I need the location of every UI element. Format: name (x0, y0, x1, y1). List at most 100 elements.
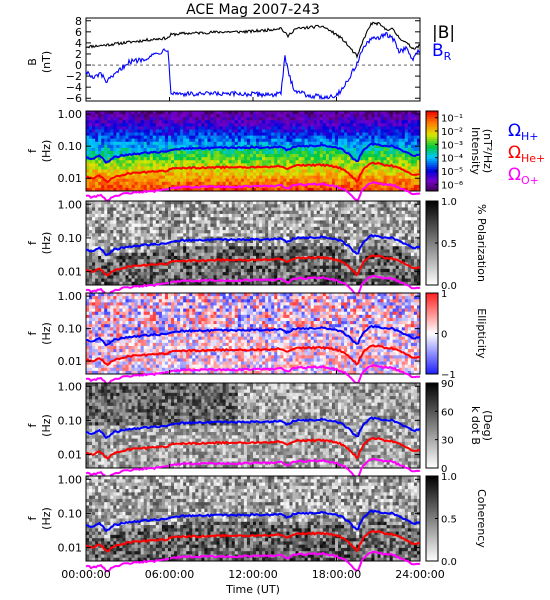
spectrogram-cell (107, 226, 111, 231)
spectrogram-cell (286, 126, 290, 130)
spectrogram-cell (219, 220, 224, 225)
spectrogram-cell (253, 201, 257, 205)
spectrogram-cell (152, 135, 157, 140)
spectrogram-cell (152, 268, 157, 273)
spectrogram-cell (307, 204, 312, 208)
spectrogram-cell (289, 138, 293, 143)
spectrogram-cell (398, 132, 403, 137)
spectrogram-cell (271, 147, 275, 152)
spectrogram-cell (237, 230, 242, 234)
spectrogram-cell (186, 255, 190, 260)
spectrogram-cell (377, 135, 381, 140)
chart-title: ACE Mag 2007-243 (186, 2, 320, 18)
spectrogram-cell (110, 246, 114, 250)
spectrogram-cell (110, 181, 114, 186)
spectrogram-cell (89, 243, 93, 247)
spectrogram-cell (158, 172, 163, 177)
spectrogram-cell (198, 210, 202, 215)
spectrogram-cell (259, 281, 263, 286)
spectrogram-cell (265, 246, 269, 250)
spectrogram-cell (240, 252, 245, 257)
spectrogram-cell (410, 135, 415, 140)
spectrogram-cell (395, 138, 400, 143)
spectrogram-cell (207, 236, 211, 241)
spectrogram-cell (286, 236, 290, 241)
spectrogram-cell (189, 246, 193, 250)
spectrogram-cell (192, 160, 196, 164)
spectrogram-cell (283, 233, 287, 237)
spectrogram-cell (295, 201, 299, 205)
spectrogram-cell (237, 213, 242, 218)
spectrogram-cell (101, 278, 105, 283)
spectrogram-cell (183, 210, 187, 215)
spectrogram-cell (219, 262, 224, 267)
spectrogram-cell (149, 141, 154, 146)
spectrogram-cell (192, 163, 196, 167)
spectrogram-cell (222, 175, 227, 180)
spectrogram-cell (334, 157, 339, 161)
spectrogram-cell (253, 147, 257, 152)
spectrogram-cell (277, 169, 281, 173)
spectrogram-cell (146, 141, 151, 146)
spectrogram-cell (189, 138, 193, 143)
spectrogram-cell (128, 226, 132, 231)
spectrogram-cell (347, 114, 351, 118)
spectrogram-cell (319, 144, 324, 149)
spectrogram-cell (183, 255, 187, 260)
spectrogram-cell (362, 157, 366, 161)
spectrogram-cell (295, 207, 299, 212)
spectrogram-cell (110, 129, 114, 133)
spectrogram-cell (180, 217, 184, 221)
spectrogram-cell (265, 204, 269, 208)
spectrogram-cell (243, 126, 248, 130)
spectrogram-cell (389, 157, 394, 161)
spectrogram-cell (210, 204, 214, 208)
spectrogram-cell (140, 187, 145, 192)
spectrogram-cell (167, 132, 172, 137)
spectrogram-cell (98, 236, 102, 241)
spectrogram-cell (334, 169, 339, 173)
spectrogram-cell (240, 249, 245, 254)
spectrogram-cell (274, 204, 278, 208)
mag-y-tick-label: 8 (75, 15, 82, 28)
spectrogram-cell (413, 117, 418, 121)
spectrogram-cell (143, 144, 148, 149)
spectrogram-cell (201, 275, 205, 279)
spectrogram-cell (286, 144, 290, 149)
legend-b-r-subscript: R (444, 50, 452, 63)
spectrogram-cell (119, 151, 123, 155)
spectrogram-cell (137, 175, 142, 180)
spectrogram-cell (189, 114, 193, 118)
spectrogram-cell (195, 111, 199, 115)
spectrogram-cell (207, 129, 211, 133)
spectrogram-cell (174, 178, 178, 183)
spectrogram-cell (374, 169, 378, 173)
spectrogram-cell (341, 132, 345, 137)
spectrogram-cell (146, 217, 151, 221)
spectrogram-cell (107, 213, 111, 218)
spectrogram-cell (398, 187, 403, 192)
spectrogram-cell (95, 262, 99, 267)
spectrogram-cell (237, 272, 242, 276)
spectrogram-cell (174, 172, 178, 177)
spectrogram-cell (304, 184, 309, 189)
spectrogram-cell (161, 117, 166, 121)
spectrogram-cell (256, 160, 260, 164)
spectrogram-cell (95, 126, 99, 130)
spectrogram-cell (134, 169, 139, 173)
spectrogram-cell (189, 172, 193, 177)
spectrogram-cell (228, 135, 233, 140)
spectrogram-cell (164, 249, 169, 254)
spectrogram-cell (292, 175, 296, 180)
spectrogram-cell (392, 141, 397, 146)
spectrogram-cell (158, 268, 163, 273)
spectrogram-cell (128, 243, 132, 247)
spectrogram-cell (219, 126, 224, 130)
spectrogram-cell (280, 201, 284, 205)
spectrogram-cell (152, 236, 157, 241)
spectrogram-cell (186, 220, 190, 225)
spectrogram-cell (404, 147, 409, 152)
spectrogram-cell (152, 187, 157, 192)
spectrogram-cell (319, 213, 324, 218)
spectrogram-cell (180, 129, 184, 133)
